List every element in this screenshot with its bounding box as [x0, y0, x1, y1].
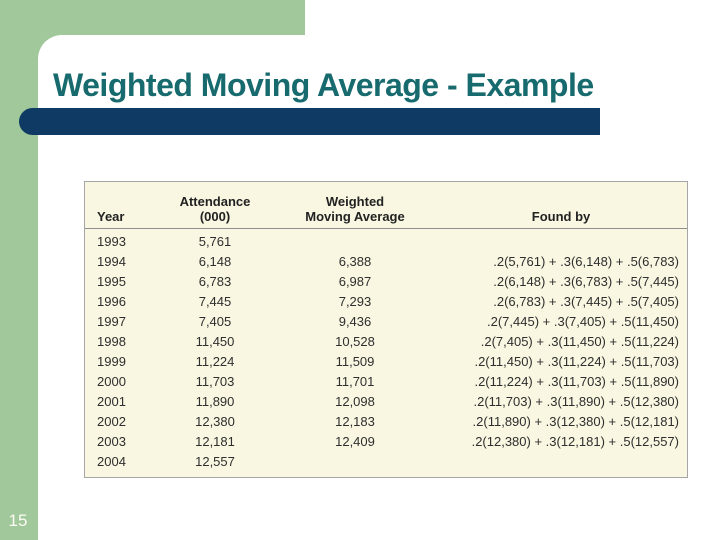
cell-wma: 6,388 [338, 254, 372, 269]
table-row: 1997 7,405 9,436 .2(7,445) + .3(7,405) + .5… [85, 312, 687, 332]
slide-title: Weighted Moving Average - Example [53, 67, 594, 103]
table-header: Year Attendance (000) Weighted Moving Av… [85, 182, 687, 229]
header-found-by: Found by [435, 182, 687, 229]
cell-attendance: 12,557 [195, 454, 235, 469]
cell-year: 1998 [97, 334, 126, 349]
cell-year: 1997 [97, 314, 126, 329]
cell-foundby: .2(11,450) + .3(11,224) + .5(11,703) [474, 354, 679, 369]
header-wma-line2: Moving Average [305, 209, 405, 224]
cell-wma: 10,528 [335, 334, 375, 349]
cell-foundby: .2(5,761) + .3(6,148) + .5(6,783) [493, 254, 679, 269]
table-row: 2000 11,703 11,701 .2(11,224) + .3(11,703) … [85, 372, 687, 392]
cell-year: 1999 [97, 354, 126, 369]
header-attendance-line1: Attendance [179, 194, 251, 209]
cell-wma: 9,436 [338, 314, 372, 329]
cell-year: 1993 [97, 234, 126, 249]
cell-foundby [435, 452, 687, 472]
header-attendance: Attendance (000) [155, 182, 275, 229]
title-underline-bar [19, 108, 600, 135]
cell-wma: 11,509 [335, 354, 375, 369]
cell-attendance: 7,405 [198, 314, 232, 329]
cell-attendance: 12,380 [195, 414, 235, 429]
cell-foundby: .2(7,445) + .3(7,405) + .5(11,450) [487, 314, 679, 329]
header-wma-line1: Weighted [325, 194, 385, 209]
cell-attendance: 5,761 [198, 234, 232, 249]
cell-year: 2000 [97, 374, 126, 389]
cell-year: 1995 [97, 274, 126, 289]
cell-attendance: 7,445 [198, 294, 232, 309]
table-row: 2001 11,890 12,098 .2(11,703) + .3(11,890) … [85, 392, 687, 412]
cell-wma: 12,183 [335, 414, 375, 429]
table-row: 1995 6,783 6,987 .2(6,148) + .3(6,783) + .5… [85, 272, 687, 292]
cell-attendance: 12,181 [195, 434, 235, 449]
cell-attendance: 11,450 [195, 334, 235, 349]
data-table: Year Attendance (000) Weighted Moving Av… [85, 182, 687, 472]
table-row: 1996 7,445 7,293 .2(6,783) + .3(7,445) + .5… [85, 292, 687, 312]
table-row: 2003 12,181 12,409 .2(12,380) + .3(12,181) … [85, 432, 687, 452]
cell-attendance: 11,224 [195, 354, 235, 369]
cell-year: 2004 [97, 454, 126, 469]
cell-wma: 11,701 [335, 374, 375, 389]
cell-foundby: .2(7,405) + .3(11,450) + .5(11,224) [480, 334, 679, 349]
cell-year: 2003 [97, 434, 126, 449]
cell-wma: 12,098 [335, 394, 375, 409]
weighted-moving-average-table: Year Attendance (000) Weighted Moving Av… [84, 181, 688, 478]
table-row: 2004 12,557 [85, 452, 687, 472]
cell-attendance: 6,783 [198, 274, 232, 289]
cell-year: 2001 [97, 394, 126, 409]
cell-foundby: .2(6,148) + .3(6,783) + .5(7,445) [493, 274, 679, 289]
cell-year: 2002 [97, 414, 126, 429]
table-row: 1994 6,148 6,388 .2(5,761) + .3(6,148) + .5… [85, 252, 687, 272]
header-weighted-moving-average: Weighted Moving Average [275, 182, 435, 229]
cell-wma: 7,293 [338, 294, 372, 309]
green-sidebar [0, 0, 38, 540]
table-row: 1993 5,761 [85, 229, 687, 253]
table-row: 1998 11,450 10,528 .2(7,405) + .3(11,450) +… [85, 332, 687, 352]
header-attendance-line2: (000) [199, 209, 231, 224]
table-row: 1999 11,224 11,509 .2(11,450) + .3(11,224) … [85, 352, 687, 372]
cell-attendance: 11,890 [195, 394, 235, 409]
slide-page-number: 15 [8, 511, 28, 530]
cell-attendance: 6,148 [198, 254, 232, 269]
cell-year: 1994 [97, 254, 126, 269]
table-row: 2002 12,380 12,183 .2(11,890) + .3(12,380) … [85, 412, 687, 432]
cell-wma: 12,409 [335, 434, 375, 449]
cell-foundby: .2(11,703) + .3(11,890) + .5(12,380) [473, 394, 680, 409]
cell-foundby: .2(11,224) + .3(11,703) + .5(11,890) [474, 374, 679, 389]
cell-attendance: 11,703 [195, 374, 235, 389]
cell-year: 1996 [97, 294, 126, 309]
cell-wma: 6,987 [338, 274, 372, 289]
table-body: 1993 5,761 1994 6,148 6,388 .2(5,761) + .3(6,… [85, 229, 687, 473]
cell-wma [275, 229, 435, 253]
cell-wma [275, 452, 435, 472]
cell-foundby: .2(12,380) + .3(12,181) + .5(12,557) [471, 434, 679, 449]
cell-foundby: .2(11,890) + .3(12,380) + .5(12,181) [472, 414, 679, 429]
header-year: Year [85, 182, 155, 229]
cell-foundby: .2(6,783) + .3(7,445) + .5(7,405) [493, 294, 679, 309]
cell-foundby [435, 229, 687, 253]
table-header-row: Year Attendance (000) Weighted Moving Av… [85, 182, 687, 229]
